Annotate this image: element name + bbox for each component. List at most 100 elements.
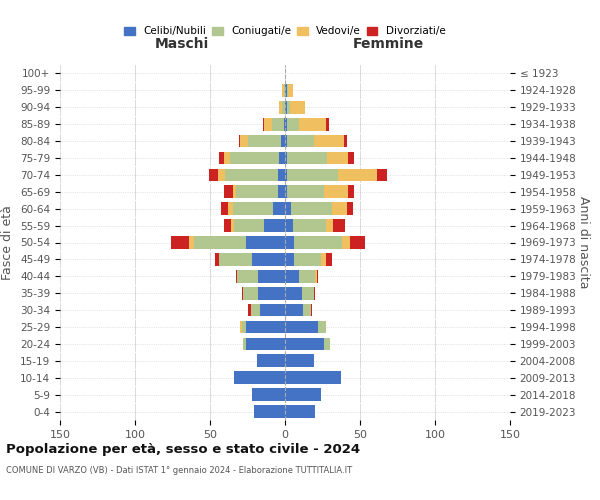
Bar <box>285 338 324 350</box>
Bar <box>349 236 365 249</box>
Bar <box>287 134 314 147</box>
Bar <box>287 168 337 181</box>
Bar <box>285 220 293 232</box>
Bar <box>240 320 241 334</box>
Bar <box>285 134 287 147</box>
Bar <box>285 118 287 130</box>
Bar <box>321 253 325 266</box>
Bar <box>377 168 387 181</box>
Bar <box>325 220 333 232</box>
Bar <box>246 338 285 350</box>
Bar <box>287 118 299 130</box>
Bar <box>243 338 246 350</box>
Bar <box>285 270 299 282</box>
Bar <box>241 320 246 334</box>
Bar <box>235 186 277 198</box>
Bar <box>287 101 290 114</box>
Bar <box>260 304 285 316</box>
Bar <box>291 202 331 215</box>
Bar <box>285 372 341 384</box>
Bar <box>318 320 325 334</box>
Bar <box>333 220 345 232</box>
Text: Maschi: Maschi <box>154 37 209 51</box>
Bar <box>171 236 189 249</box>
Bar <box>285 287 302 300</box>
Bar <box>248 304 251 316</box>
Bar <box>229 152 279 164</box>
Bar <box>285 405 315 418</box>
Bar <box>234 372 285 384</box>
Bar <box>299 270 315 282</box>
Bar <box>285 236 294 249</box>
Y-axis label: Anni di nascita: Anni di nascita <box>577 196 590 289</box>
Bar <box>277 168 285 181</box>
Bar <box>287 84 288 96</box>
Bar <box>302 287 314 300</box>
Bar <box>219 253 252 266</box>
Bar <box>285 388 321 401</box>
Bar <box>258 287 285 300</box>
Bar <box>343 134 347 147</box>
Bar <box>285 152 287 164</box>
Bar <box>285 84 287 96</box>
Bar <box>285 304 303 316</box>
Bar <box>240 134 248 147</box>
Bar <box>209 168 218 181</box>
Bar <box>218 168 225 181</box>
Bar <box>263 118 264 130</box>
Bar <box>294 236 342 249</box>
Bar <box>288 84 293 96</box>
Bar <box>311 304 312 316</box>
Bar <box>294 253 321 266</box>
Bar <box>257 354 285 367</box>
Bar <box>324 186 348 198</box>
Bar <box>233 186 235 198</box>
Bar <box>284 118 285 130</box>
Bar <box>284 84 285 96</box>
Bar <box>282 101 285 114</box>
Bar <box>279 101 282 114</box>
Bar <box>239 134 240 147</box>
Bar <box>219 152 223 164</box>
Bar <box>264 118 271 130</box>
Bar <box>315 270 317 282</box>
Bar <box>290 101 305 114</box>
Bar <box>347 202 353 215</box>
Bar <box>348 186 354 198</box>
Bar <box>285 354 314 367</box>
Bar <box>281 134 285 147</box>
Bar <box>285 168 287 181</box>
Bar <box>252 388 285 401</box>
Bar <box>348 152 354 164</box>
Bar <box>271 118 284 130</box>
Bar <box>285 202 291 215</box>
Bar <box>273 202 285 215</box>
Bar <box>337 168 377 181</box>
Text: COMUNE DI VARZO (VB) - Dati ISTAT 1° gennaio 2024 - Elaborazione TUTTITALIA.IT: COMUNE DI VARZO (VB) - Dati ISTAT 1° gen… <box>6 466 352 475</box>
Legend: Celibi/Nubili, Coniugati/e, Vedovi/e, Divorziati/e: Celibi/Nubili, Coniugati/e, Vedovi/e, Di… <box>120 22 450 40</box>
Bar <box>258 270 285 282</box>
Bar <box>221 202 228 215</box>
Bar <box>233 202 273 215</box>
Bar <box>223 220 231 232</box>
Bar <box>317 270 318 282</box>
Bar <box>324 338 330 350</box>
Bar <box>285 320 318 334</box>
Bar <box>279 152 285 164</box>
Bar <box>248 134 281 147</box>
Bar <box>285 101 287 114</box>
Bar <box>331 202 347 215</box>
Bar <box>223 186 233 198</box>
Bar <box>251 304 260 316</box>
Bar <box>327 152 348 164</box>
Bar <box>252 253 285 266</box>
Bar <box>237 270 258 282</box>
Bar <box>246 236 285 249</box>
Bar <box>342 236 349 249</box>
Bar <box>246 320 285 334</box>
Bar <box>264 220 285 232</box>
Bar <box>234 220 264 232</box>
Bar <box>314 134 343 147</box>
Bar <box>225 168 277 181</box>
Bar <box>241 287 243 300</box>
